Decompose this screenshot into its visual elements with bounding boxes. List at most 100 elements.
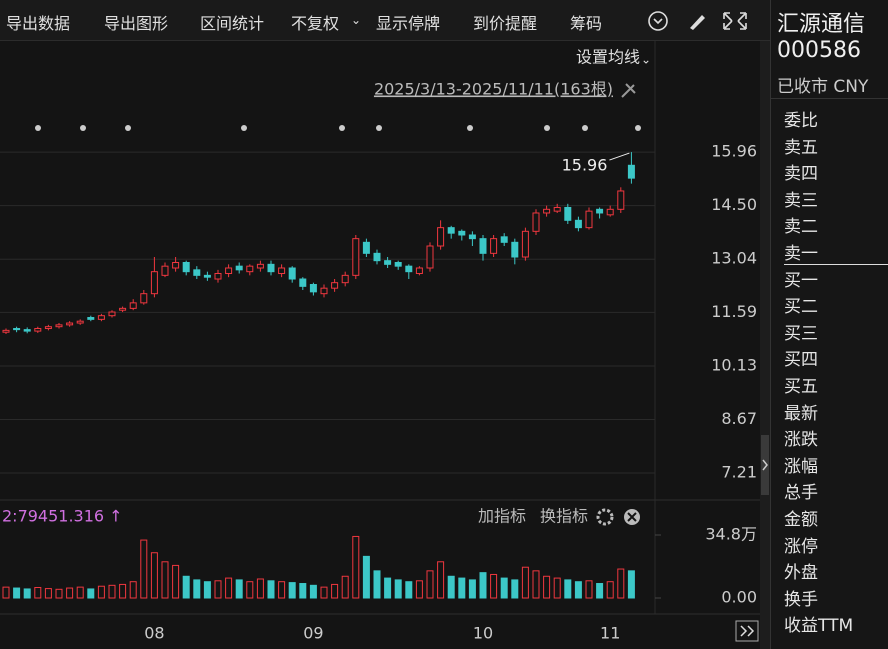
quote-label: 买一 bbox=[784, 270, 818, 291]
volume-bar bbox=[256, 578, 264, 599]
volume-bar bbox=[362, 555, 370, 599]
candle-body bbox=[299, 278, 307, 287]
menu-icon[interactable] bbox=[648, 11, 668, 31]
volume-bar bbox=[500, 577, 508, 599]
volume-bar bbox=[553, 577, 561, 599]
event-marker[interactable] bbox=[80, 125, 86, 131]
volume-bar bbox=[585, 580, 593, 599]
candle-body bbox=[362, 241, 370, 254]
event-marker[interactable] bbox=[582, 125, 588, 131]
splitter[interactable] bbox=[760, 41, 770, 649]
draw-icon[interactable] bbox=[690, 15, 705, 30]
quote-label: 卖五 bbox=[784, 137, 818, 158]
chart: 设置均线 ⌄ 2025/3/13-2025/11/11(163根) 2:7945… bbox=[0, 41, 770, 649]
toolbar-button[interactable]: 筹码 bbox=[570, 14, 603, 33]
ma-button[interactable]: 设置均线 bbox=[576, 48, 640, 67]
candle-body bbox=[193, 269, 201, 276]
splitter-handle[interactable] bbox=[761, 435, 769, 495]
quote-label: 卖二 bbox=[784, 217, 818, 238]
close-icon-x bbox=[627, 512, 637, 522]
candle-body bbox=[617, 190, 625, 210]
candle-body bbox=[532, 212, 540, 232]
y-tick-label: 10.13 bbox=[711, 355, 757, 374]
candle-body bbox=[490, 238, 498, 254]
quote-label: 换手 bbox=[784, 589, 818, 610]
candle-body bbox=[521, 230, 529, 258]
toolbar-button[interactable]: 导出数据 bbox=[6, 14, 71, 33]
candle-body bbox=[458, 230, 466, 236]
toolbar-button[interactable]: 显示停牌 bbox=[376, 14, 441, 33]
x-tick-label: 08 bbox=[144, 624, 164, 643]
stock-status: 已收市 CNY bbox=[777, 77, 869, 97]
volume-bar bbox=[23, 588, 31, 599]
candle-body bbox=[331, 282, 339, 289]
change-indicator-button[interactable]: 换指标 bbox=[540, 507, 588, 526]
volume-bar bbox=[288, 582, 296, 599]
event-marker[interactable] bbox=[35, 125, 41, 131]
y-tick-label: 7.21 bbox=[721, 463, 757, 482]
candle-body bbox=[256, 263, 264, 269]
volume-bar bbox=[203, 581, 211, 599]
stock-code: 000586 bbox=[777, 38, 861, 63]
volume-bar bbox=[13, 587, 21, 599]
toolbar-button[interactable]: 到价提醒 bbox=[473, 14, 538, 33]
range-label[interactable]: 2025/3/13-2025/11/11(163根) bbox=[374, 80, 613, 99]
volume-bar bbox=[394, 579, 402, 599]
splitter-arrow bbox=[762, 459, 768, 471]
add-indicator-button[interactable]: 加指标 bbox=[478, 507, 526, 526]
scroll-end-button[interactable] bbox=[735, 620, 759, 642]
event-marker[interactable] bbox=[635, 125, 641, 131]
volume-bar bbox=[214, 580, 222, 599]
quote-label: 涨停 bbox=[784, 536, 818, 557]
toolbar-button[interactable]: 不复权 bbox=[291, 14, 340, 33]
event-marker[interactable] bbox=[376, 125, 382, 131]
volume-bar bbox=[235, 579, 243, 599]
candle-body bbox=[405, 265, 413, 273]
volume-bar bbox=[309, 584, 317, 599]
event-marker[interactable] bbox=[467, 125, 473, 131]
volume-bar bbox=[596, 583, 604, 599]
x-tick-label: 10 bbox=[473, 624, 493, 643]
event-marker[interactable] bbox=[339, 125, 345, 131]
volume-bar bbox=[511, 579, 519, 599]
dropdown-caret: ⌄ bbox=[351, 13, 362, 27]
pin-icon[interactable] bbox=[621, 83, 636, 98]
event-markers bbox=[35, 125, 641, 131]
candle-body bbox=[627, 164, 635, 179]
volume-bar bbox=[55, 588, 63, 599]
fullscreen-icon[interactable] bbox=[723, 12, 747, 30]
volume-bar bbox=[119, 583, 127, 599]
y-tick-label: 14.50 bbox=[711, 195, 757, 214]
event-marker[interactable] bbox=[241, 125, 247, 131]
event-marker[interactable] bbox=[125, 125, 131, 131]
candle-body bbox=[214, 273, 222, 280]
event-marker[interactable] bbox=[544, 125, 550, 131]
candle-body bbox=[34, 328, 42, 332]
quote-label: 买五 bbox=[784, 377, 818, 397]
volume-bar bbox=[320, 586, 328, 599]
scroll-end-icon bbox=[740, 625, 755, 637]
volume-bar bbox=[341, 575, 349, 599]
volume-bar bbox=[468, 579, 476, 599]
settings-icon[interactable] bbox=[596, 508, 614, 526]
candle-body bbox=[596, 208, 604, 214]
volume-bar bbox=[627, 570, 635, 599]
candle-body bbox=[55, 324, 63, 328]
candle-body bbox=[341, 274, 349, 284]
toolbar-button[interactable]: 区间统计 bbox=[200, 14, 265, 33]
candle-body bbox=[44, 326, 52, 330]
volume-bar bbox=[352, 535, 360, 599]
quote-label: 买二 bbox=[784, 297, 818, 318]
candle-body bbox=[394, 262, 402, 267]
quote-label: 外盘 bbox=[784, 563, 818, 584]
toolbar-button[interactable]: 导出图形 bbox=[104, 14, 169, 33]
volume-bar bbox=[129, 581, 137, 599]
candle-body bbox=[606, 208, 614, 216]
volume-bar bbox=[479, 572, 487, 599]
candle-body bbox=[23, 329, 31, 332]
volume-bar bbox=[108, 584, 116, 599]
volume-bar bbox=[458, 577, 466, 599]
candle-body bbox=[384, 260, 392, 265]
quote-label: 买三 bbox=[784, 323, 818, 344]
candle-body bbox=[511, 241, 519, 258]
